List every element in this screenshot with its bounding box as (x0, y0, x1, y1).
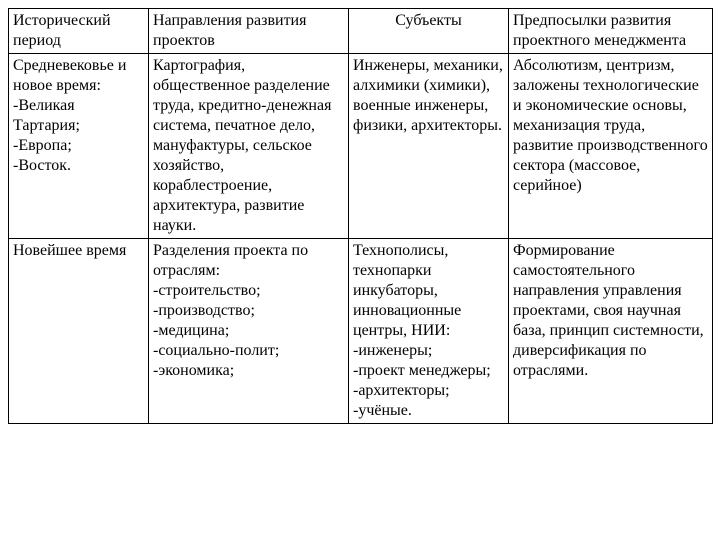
cell-directions: Разделения проекта по отраслям:-строител… (149, 239, 349, 424)
cell-subjects: Технополисы, технопарки инкубаторы, инно… (349, 239, 509, 424)
cell-directions: Картография, общественное разделение тру… (149, 54, 349, 239)
col-header-subjects: Субъекты (349, 9, 509, 54)
col-header-directions: Направления развития проектов (149, 9, 349, 54)
col-header-period: Исторический период (9, 9, 149, 54)
table-row: Средневековье и новое время:-Великая Тар… (9, 54, 713, 239)
cell-subjects: Инженеры, механики, алхимики (химики), в… (349, 54, 509, 239)
cell-prereq: Абсолютизм, центризм, заложены технологи… (509, 54, 713, 239)
cell-prereq: Формирование самостоятельного направлени… (509, 239, 713, 424)
table-header-row: Исторический период Направления развития… (9, 9, 713, 54)
table-row: Новейшее время Разделения проекта по отр… (9, 239, 713, 424)
history-table: Исторический период Направления развития… (8, 8, 713, 424)
col-header-prereq: Предпосылки развития проектного менеджме… (509, 9, 713, 54)
cell-period: Средневековье и новое время:-Великая Тар… (9, 54, 149, 239)
cell-period: Новейшее время (9, 239, 149, 424)
